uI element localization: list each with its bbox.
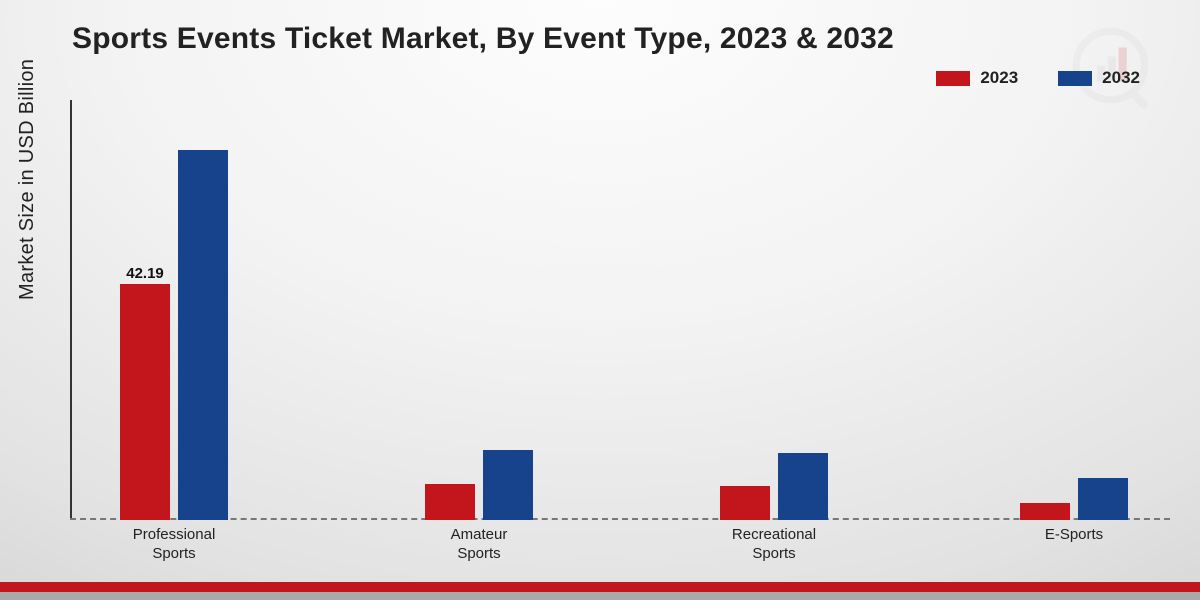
legend-swatch-2032 bbox=[1058, 71, 1092, 86]
bar-2023: 42.19 bbox=[120, 284, 170, 520]
chart-page: Sports Events Ticket Market, By Event Ty… bbox=[0, 0, 1200, 600]
bar-2023 bbox=[1020, 503, 1070, 520]
legend-swatch-2023 bbox=[936, 71, 970, 86]
bar-group: 42.19Professional Sports bbox=[120, 150, 228, 520]
bar-value-label: 42.19 bbox=[126, 265, 164, 282]
category-label: Amateur Sports bbox=[451, 526, 508, 564]
bar-group: E-Sports bbox=[1020, 478, 1128, 520]
chart-title: Sports Events Ticket Market, By Event Ty… bbox=[72, 22, 894, 56]
category-label: Professional Sports bbox=[133, 526, 216, 564]
bar-2032 bbox=[1078, 478, 1128, 520]
legend-item-2032: 2032 bbox=[1058, 68, 1140, 88]
bar-2032 bbox=[178, 150, 228, 520]
x-axis-baseline bbox=[70, 518, 1170, 520]
footer-grey-bar bbox=[0, 592, 1200, 600]
legend-label-2023: 2023 bbox=[980, 68, 1018, 88]
bar-2032 bbox=[778, 453, 828, 520]
legend-item-2023: 2023 bbox=[936, 68, 1018, 88]
category-label: E-Sports bbox=[1045, 526, 1103, 545]
legend-label-2032: 2032 bbox=[1102, 68, 1140, 88]
y-axis-label: Market Size in USD Billion bbox=[16, 59, 39, 300]
footer-accent-bar bbox=[0, 582, 1200, 592]
bar-group: Amateur Sports bbox=[425, 450, 533, 520]
bar-2032 bbox=[483, 450, 533, 520]
legend: 2023 2032 bbox=[936, 68, 1140, 88]
category-label: Recreational Sports bbox=[732, 526, 816, 564]
plot-area: 42.19Professional Sports Amateur Sports Re… bbox=[70, 100, 1170, 520]
y-axis-line bbox=[70, 100, 72, 520]
bar-2023 bbox=[720, 486, 770, 520]
bar-2023 bbox=[425, 484, 475, 520]
bar-group: Recreational Sports bbox=[720, 453, 828, 520]
